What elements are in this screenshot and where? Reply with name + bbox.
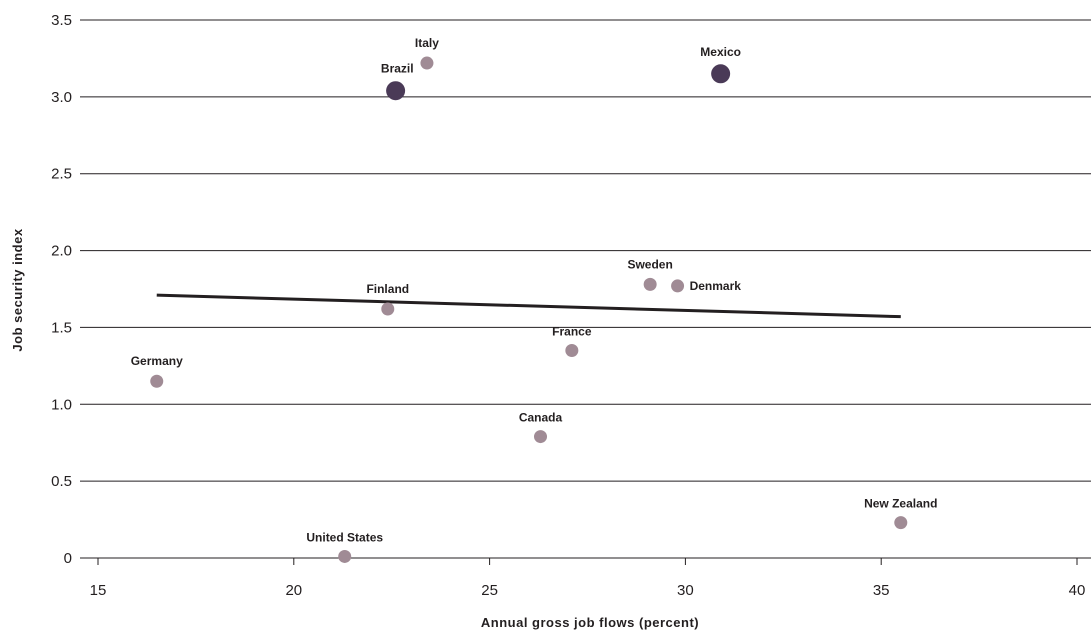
point-france xyxy=(565,343,579,357)
label-brazil: Brazil xyxy=(381,62,414,76)
label-mexico: Mexico xyxy=(700,45,741,59)
x-tick-label: 15 xyxy=(90,582,107,599)
point-denmark xyxy=(671,279,685,293)
label-united-states: United States xyxy=(306,530,383,544)
point-united-states xyxy=(338,549,352,563)
y-tick-label: 2.0 xyxy=(51,243,72,260)
label-italy: Italy xyxy=(415,36,439,50)
label-new-zealand: New Zealand xyxy=(864,497,937,511)
label-finland: Finland xyxy=(366,282,409,296)
point-new-zealand xyxy=(894,516,908,530)
grid-lines xyxy=(80,19,1091,559)
y-axis-ticks: 0 0.5 1.0 1.5 2.0 2.5 3.0 3.5 xyxy=(51,12,72,567)
data-points xyxy=(150,56,908,563)
y-tick-label: 1.0 xyxy=(51,396,72,413)
y-tick-label: 2.5 xyxy=(51,166,72,183)
point-germany xyxy=(150,374,164,388)
x-tick-label: 40 xyxy=(1069,582,1086,599)
x-tick-label: 30 xyxy=(677,582,694,599)
x-tick-label: 25 xyxy=(481,582,498,599)
y-tick-label: 3.5 xyxy=(51,12,72,29)
label-canada: Canada xyxy=(519,411,563,425)
x-tick-label: 20 xyxy=(285,582,302,599)
y-tick-label: 1.5 xyxy=(51,319,72,336)
label-germany: Germany xyxy=(131,354,183,368)
point-finland xyxy=(381,302,395,316)
label-france: France xyxy=(552,324,592,338)
y-axis-title: Job security index xyxy=(10,228,25,351)
x-axis-ticks: 15 20 25 30 35 40 xyxy=(90,558,1086,599)
trend-line xyxy=(156,293,901,319)
x-axis-title: Annual gross job flows (percent) xyxy=(481,615,699,630)
point-brazil xyxy=(386,81,406,101)
y-tick-label: 3.0 xyxy=(51,89,72,106)
point-sweden xyxy=(643,277,657,291)
label-sweden: Sweden xyxy=(627,257,672,271)
trend-line-group xyxy=(156,293,901,319)
x-tick-label: 35 xyxy=(873,582,890,599)
point-canada xyxy=(534,430,548,444)
y-tick-label: 0.5 xyxy=(51,473,72,490)
y-tick-label: 0 xyxy=(64,550,72,567)
point-italy xyxy=(420,56,434,70)
label-denmark: Denmark xyxy=(690,279,742,293)
point-mexico xyxy=(711,64,731,84)
